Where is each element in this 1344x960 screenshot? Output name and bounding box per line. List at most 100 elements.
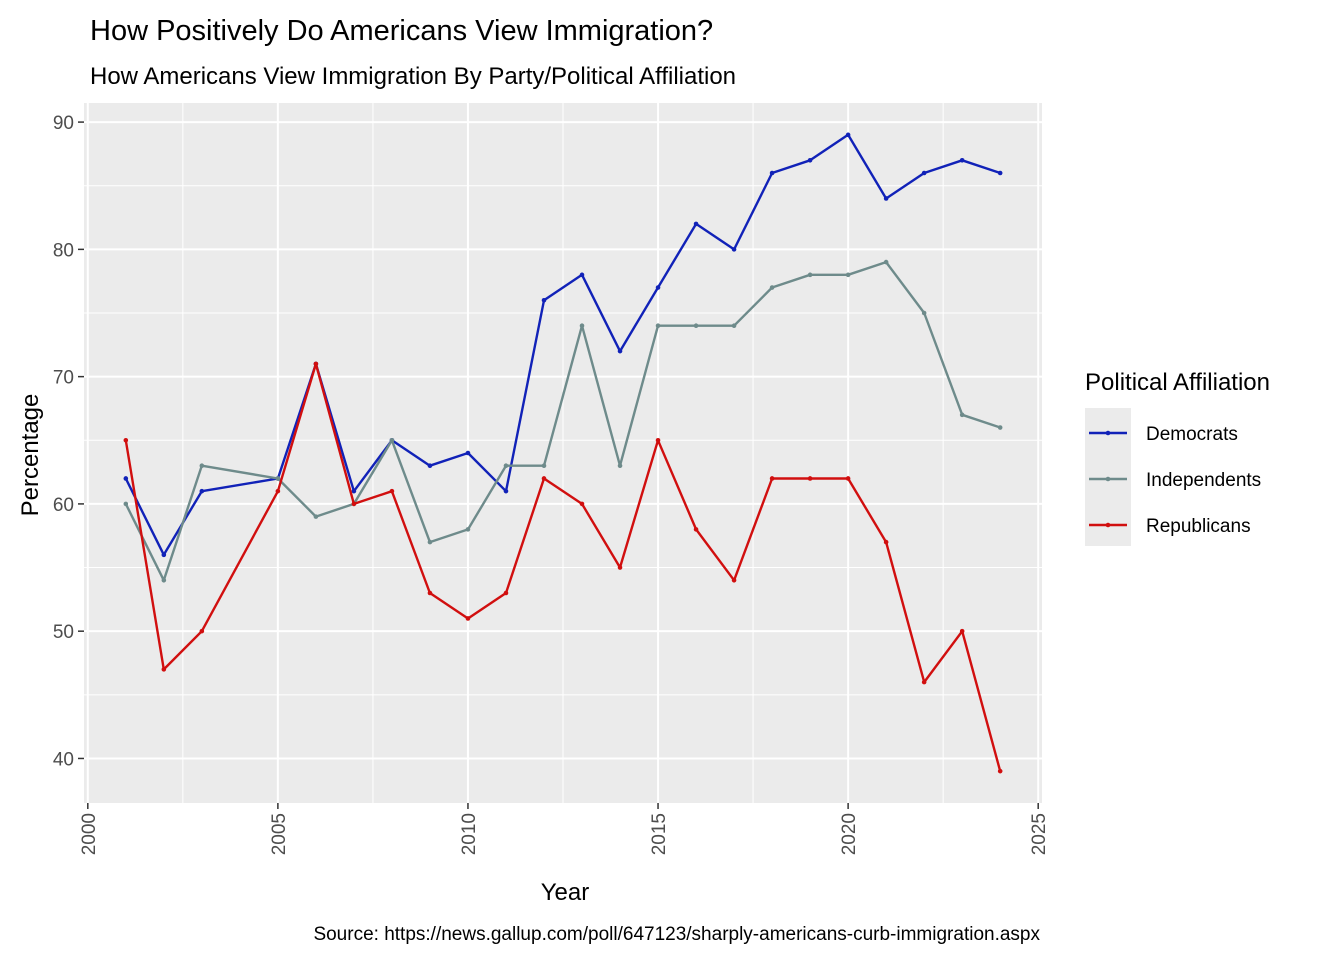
data-point-democrats: [845, 132, 851, 138]
data-point-republicans: [769, 476, 775, 481]
legend: Political Affiliation Democrats Independe…: [1085, 369, 1270, 546]
data-point-republicans: [959, 628, 965, 634]
data-point-independents: [465, 527, 471, 532]
data-point-republicans: [351, 501, 357, 507]
data-point-democrats: [123, 476, 129, 481]
x-axis: 2000 2005 2010 2015 2020 2025: [79, 803, 1050, 855]
chart-title: How Positively Do Americans View Immigra…: [90, 15, 713, 47]
data-point-independents: [199, 463, 205, 469]
data-point-democrats: [199, 488, 205, 494]
data-point-democrats: [503, 488, 509, 494]
x-tick-label: 2000: [79, 813, 100, 855]
data-point-independents: [883, 259, 889, 265]
x-tick-label: 2020: [839, 813, 860, 855]
data-point-democrats: [769, 170, 775, 176]
data-point-democrats: [161, 552, 167, 558]
data-point-democrats: [731, 247, 737, 252]
y-tick-label: 90: [53, 113, 74, 134]
legend-item-democrats: Democrats: [1089, 424, 1238, 445]
major-gridlines: [84, 103, 1042, 803]
data-point-independents: [541, 463, 547, 469]
legend-label: Democrats: [1146, 424, 1238, 445]
data-point-independents: [845, 272, 851, 278]
source-caption: Source: https://news.gallup.com/poll/647…: [313, 924, 1040, 945]
series-republicans: [123, 361, 1003, 774]
data-point-democrats: [541, 297, 547, 303]
x-tick-label: 2015: [649, 813, 670, 855]
data-point-republicans: [541, 476, 547, 481]
data-point-republicans: [313, 361, 319, 367]
data-point-democrats: [921, 170, 927, 176]
data-point-republicans: [655, 437, 661, 443]
data-point-republicans: [921, 679, 927, 685]
x-axis-title: Year: [541, 879, 590, 906]
data-point-independents: [807, 272, 813, 278]
data-point-republicans: [845, 476, 851, 481]
data-point-democrats: [807, 157, 813, 163]
data-point-republicans: [617, 565, 623, 570]
data-point-independents: [769, 285, 775, 290]
legend-key-point: [1105, 476, 1111, 482]
data-point-independents: [313, 514, 319, 519]
data-point-republicans: [883, 539, 889, 545]
y-axis-title: Percentage: [17, 394, 44, 517]
legend-item-independents: Independents: [1089, 470, 1261, 491]
legend-key-point: [1105, 522, 1111, 528]
data-point-democrats: [579, 272, 585, 278]
x-tick-label: 2025: [1029, 813, 1050, 855]
y-tick-label: 70: [53, 368, 74, 389]
data-point-independents: [617, 463, 623, 469]
y-tick-label: 40: [53, 749, 74, 770]
y-tick-label: 80: [53, 240, 74, 261]
y-tick-label: 50: [53, 622, 74, 643]
data-point-republicans: [807, 476, 813, 481]
data-point-independents: [161, 577, 167, 583]
legend-label: Independents: [1146, 470, 1261, 491]
chart-subtitle: How Americans View Immigration By Party/…: [90, 63, 736, 90]
data-point-democrats: [617, 348, 623, 354]
data-point-independents: [997, 425, 1003, 430]
legend-items: Democrats Independents Republicans: [1089, 424, 1261, 537]
legend-title: Political Affiliation: [1085, 369, 1270, 396]
series-layer: [123, 132, 1003, 774]
data-point-independents: [655, 323, 661, 329]
data-point-democrats: [351, 488, 357, 494]
data-point-independents: [959, 412, 965, 418]
data-point-independents: [389, 437, 395, 443]
data-point-republicans: [427, 590, 433, 596]
data-point-republicans: [997, 768, 1003, 774]
data-point-democrats: [693, 221, 699, 227]
data-point-republicans: [503, 590, 509, 596]
data-point-independents: [731, 323, 737, 329]
series-independents: [123, 259, 1003, 583]
legend-item-republicans: Republicans: [1089, 516, 1251, 537]
data-point-republicans: [123, 437, 129, 443]
data-point-independents: [275, 476, 281, 481]
data-point-independents: [693, 323, 699, 329]
legend-label: Republicans: [1146, 516, 1251, 537]
data-point-republicans: [465, 616, 471, 621]
data-point-republicans: [731, 577, 737, 583]
data-point-democrats: [655, 285, 661, 290]
data-point-republicans: [389, 488, 395, 494]
x-tick-label: 2005: [269, 813, 290, 855]
data-point-republicans: [275, 488, 281, 494]
data-point-democrats: [465, 450, 471, 456]
y-axis: 40 50 60 70 80 90: [53, 113, 84, 770]
data-point-republicans: [579, 501, 585, 507]
data-point-democrats: [959, 157, 965, 163]
data-point-republicans: [199, 628, 205, 634]
legend-key-point: [1105, 430, 1111, 436]
x-tick-label: 2010: [459, 813, 480, 855]
data-point-independents: [503, 463, 509, 469]
data-point-democrats: [427, 463, 433, 469]
y-tick-label: 60: [53, 495, 74, 516]
data-point-independents: [579, 323, 585, 329]
data-point-republicans: [161, 667, 167, 672]
minor-gridlines: [84, 103, 1042, 803]
data-point-independents: [123, 501, 129, 507]
data-point-republicans: [693, 527, 699, 532]
data-point-democrats: [883, 196, 889, 201]
data-point-democrats: [997, 170, 1003, 176]
